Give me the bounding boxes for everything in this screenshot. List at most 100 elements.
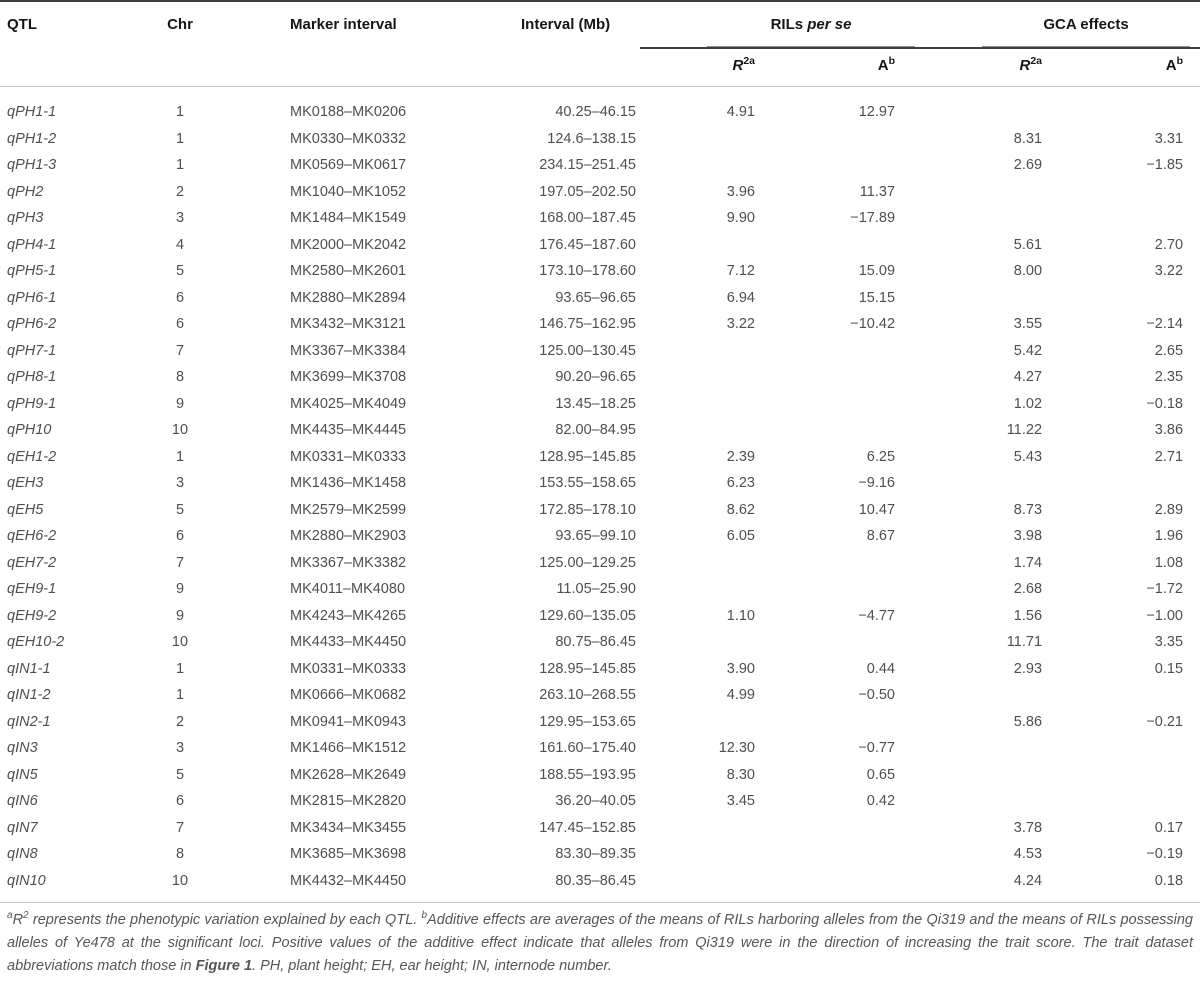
chr-cell: 3	[175, 740, 185, 756]
table-row: qPH8-1 8 MK3699–MK3708 90.20–96.65 4.27 …	[0, 364, 1200, 391]
marker-interval-cell: MK4011–MK4080	[290, 581, 406, 597]
gca-a-cell	[1047, 682, 1200, 709]
gca-a-cell	[1047, 285, 1200, 312]
table-row: qIN8 8 MK3685–MK3698 83.30–89.35 4.53 −0…	[0, 841, 1200, 868]
footnote-r-symbol: R	[12, 912, 24, 928]
qtl-name: qPH10	[7, 422, 52, 438]
column-header-interval-mb: Interval (Mb)	[500, 0, 640, 87]
qtl-name: qEH5	[7, 501, 44, 518]
qtl-name: qIN2-1	[7, 713, 51, 730]
table-row: qPH4-1 4 MK2000–MK2042 176.45–187.60 5.6…	[0, 232, 1200, 259]
interval-mb-cell: 129.60–135.05	[539, 607, 636, 624]
marker-interval-cell: MK0331–MK0333	[290, 448, 407, 465]
interval-mb-cell: 93.65–99.10	[555, 528, 636, 544]
gca-r2-cell: 4.53	[1013, 846, 1043, 862]
chr-cell: 10	[171, 634, 189, 650]
marker-interval-cell: MK2580–MK2601	[290, 263, 407, 279]
rils-a-cell	[760, 126, 900, 153]
gca-r2-cell: 2.69	[1013, 157, 1043, 173]
rils-r2-cell	[640, 126, 760, 153]
chr-cell: 6	[175, 793, 185, 809]
marker-interval-cell: MK4025–MK4049	[290, 395, 407, 412]
gca-a-cell: −0.19	[1146, 846, 1184, 862]
gca-a-cell	[1047, 179, 1200, 206]
qtl-name: qIN5	[7, 766, 38, 783]
interval-mb-cell: 188.55–193.95	[539, 766, 636, 783]
gca-a-cell: 1.96	[1154, 528, 1184, 544]
gca-a-cell: 3.86	[1154, 422, 1184, 438]
qtl-name: qPH5-1	[7, 263, 57, 279]
marker-interval-cell: MK0330–MK0332	[290, 130, 407, 147]
qtl-name: qPH4-1	[7, 236, 57, 253]
gca-r2-cell: 5.43	[1013, 448, 1043, 465]
qtl-name: qIN1-2	[7, 687, 51, 703]
interval-mb-cell: 263.10–268.55	[539, 687, 636, 703]
chr-cell: 1	[175, 104, 185, 120]
marker-interval-cell: MK3699–MK3708	[290, 369, 407, 385]
rils-a-cell: 0.42	[866, 793, 896, 809]
marker-interval-cell: MK0666–MK0682	[290, 687, 407, 703]
rils-r2-cell	[640, 364, 760, 391]
rils-a-cell	[760, 417, 900, 444]
rils-a-cell: 15.15	[858, 289, 896, 306]
header-row-groups: QTL Chr Marker interval Interval (Mb) RI…	[0, 0, 1200, 87]
rils-r2-cell: 3.90	[726, 660, 755, 677]
marker-interval-cell: MK3367–MK3382	[290, 554, 407, 571]
qtl-name: qEH9-1	[7, 581, 57, 597]
rils-a-cell: −0.77	[858, 740, 896, 756]
rils-r2-cell	[640, 417, 760, 444]
marker-interval-cell: MK2000–MK2042	[290, 236, 407, 253]
gca-a-cell: 2.70	[1154, 236, 1184, 253]
table-row: qPH1-3 1 MK0569–MK0617 234.15–251.45 2.6…	[0, 152, 1200, 179]
qtl-name: qEH3	[7, 475, 44, 491]
rils-a-cell	[760, 709, 900, 736]
table-row: qPH9-1 9 MK4025–MK4049 13.45–18.25 1.02 …	[0, 391, 1200, 418]
chr-cell: 5	[175, 263, 185, 279]
interval-mb-cell: 124.6–138.15	[547, 130, 636, 147]
table-row: qIN1-1 1 MK0331–MK0333 128.95–145.85 3.9…	[0, 656, 1200, 683]
table-row: qPH6-2 6 MK3432–MK3121 146.75–162.95 3.2…	[0, 311, 1200, 338]
gca-a-cell: −2.14	[1146, 316, 1184, 332]
table-row: qIN10 10 MK4432–MK4450 80.35–86.45 4.24 …	[0, 868, 1200, 903]
chr-cell: 1	[175, 157, 185, 173]
qtl-name: qEH1-2	[7, 448, 57, 465]
qtl-name: qIN8	[7, 846, 38, 862]
chr-cell: 7	[175, 342, 185, 359]
interval-mb-cell: 125.00–129.25	[539, 554, 636, 571]
chr-cell: 9	[175, 607, 185, 624]
rils-a-cell: 6.25	[866, 448, 896, 465]
gca-a-cell: 2.35	[1154, 369, 1184, 385]
interval-mb-cell: 80.75–86.45	[555, 634, 636, 650]
gca-r2-cell: 1.56	[1013, 607, 1043, 624]
rils-r2-cell	[640, 232, 760, 259]
chr-cell: 6	[175, 289, 185, 306]
chr-cell: 1	[175, 130, 185, 147]
subheader-gca-r2: R2a	[900, 47, 1048, 87]
group-label-rils-per-se: RILs per se	[707, 16, 916, 47]
table-row: qIN6 6 MK2815–MK2820 36.20–40.05 3.45 0.…	[0, 788, 1200, 815]
interval-mb-cell: 172.85–178.10	[539, 501, 636, 518]
qtl-table: QTL Chr Marker interval Interval (Mb) RI…	[0, 0, 1200, 903]
rils-r2-cell: 6.23	[726, 475, 755, 491]
table-row: qIN5 5 MK2628–MK2649 188.55–193.95 8.30 …	[0, 762, 1200, 789]
gca-a-cell: −1.72	[1146, 581, 1184, 597]
gca-r2-cell: 2.68	[1013, 581, 1043, 597]
qtl-name: qPH3	[7, 210, 44, 226]
group-label-gca-effects: GCA effects	[982, 16, 1191, 47]
rils-r2-cell: 6.05	[726, 528, 755, 544]
gca-r2-cell: 11.22	[1006, 422, 1043, 438]
qtl-name: qPH6-1	[7, 289, 57, 306]
gca-a-cell: 3.22	[1154, 263, 1184, 279]
rils-a-cell	[760, 364, 900, 391]
qtl-name: qPH2	[7, 183, 44, 200]
qtl-name: qPH1-3	[7, 157, 57, 173]
qtl-name: qIN3	[7, 740, 38, 756]
interval-mb-cell: 197.05–202.50	[539, 183, 636, 200]
table-row: qPH6-1 6 MK2880–MK2894 93.65–96.65 6.94 …	[0, 285, 1200, 312]
gca-a-cell	[1047, 470, 1200, 497]
header-row-subcolumns: R2a Ab R2a Ab	[0, 47, 1200, 87]
table-row: qPH1-2 1 MK0330–MK0332 124.6–138.15 8.31…	[0, 126, 1200, 153]
marker-interval-cell: MK2880–MK2903	[290, 528, 407, 544]
rils-r2-cell: 4.91	[726, 104, 755, 120]
table-row: qEH9-1 9 MK4011–MK4080 11.05–25.90 2.68 …	[0, 576, 1200, 603]
